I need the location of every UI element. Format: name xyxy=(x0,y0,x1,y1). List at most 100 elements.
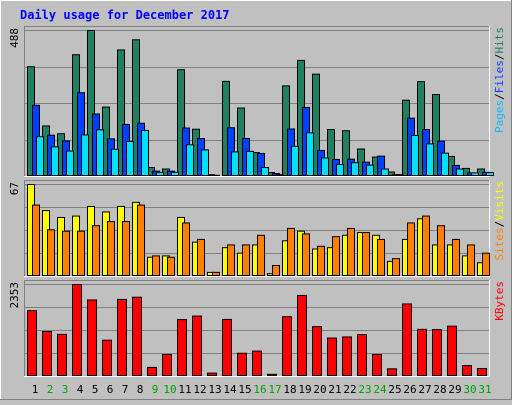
x-label-2: 2 xyxy=(47,383,54,396)
bar-sites-29 xyxy=(453,239,460,275)
bar-sites-8 xyxy=(138,205,145,275)
bar-kbytes-17 xyxy=(268,374,277,375)
bar-sites-27 xyxy=(423,216,430,275)
bar-pages-10 xyxy=(172,172,179,175)
bar-pages-9 xyxy=(157,172,164,175)
x-label-6: 6 xyxy=(107,383,114,396)
bar-sites-11 xyxy=(183,223,190,276)
chart-title: Daily usage for December 2017 xyxy=(20,8,230,22)
bar-pages-30 xyxy=(472,173,479,176)
x-label-24: 24 xyxy=(373,383,387,396)
panel-top-legend: Pages/Files/Hits xyxy=(493,27,506,133)
legend-part-1: / xyxy=(493,221,506,228)
bar-sites-20 xyxy=(318,246,325,275)
legend-part-4: Hits xyxy=(493,27,506,54)
bar-sites-18 xyxy=(288,228,295,275)
bar-kbytes-27 xyxy=(418,329,427,375)
bar-sites-30 xyxy=(468,245,475,276)
bar-pages-17 xyxy=(277,175,284,176)
bar-pages-21 xyxy=(337,165,344,176)
bar-pages-1 xyxy=(37,137,44,176)
bar-pages-22 xyxy=(352,163,359,176)
panel-top-ymax-label: 488 xyxy=(8,28,21,48)
bar-pages-29 xyxy=(457,169,464,175)
x-label-1: 1 xyxy=(32,383,39,396)
bar-kbytes-6 xyxy=(103,340,112,375)
bar-sites-13 xyxy=(213,272,220,275)
bar-sites-26 xyxy=(408,223,415,276)
bar-kbytes-1 xyxy=(28,311,37,376)
x-label-29: 29 xyxy=(448,383,461,396)
bar-kbytes-5 xyxy=(88,300,97,376)
bar-pages-4 xyxy=(82,135,89,176)
bar-pages-6 xyxy=(112,149,119,175)
panel-bottom-legend: KBytes xyxy=(493,281,506,321)
bar-pages-15 xyxy=(247,151,254,175)
x-label-31: 31 xyxy=(478,383,491,396)
x-label-30: 30 xyxy=(463,383,476,396)
bar-pages-16 xyxy=(262,168,269,176)
x-label-26: 26 xyxy=(403,383,416,396)
bar-sites-21 xyxy=(333,237,340,276)
bar-kbytes-28 xyxy=(433,330,442,376)
bar-pages-27 xyxy=(427,144,434,176)
bar-sites-10 xyxy=(168,257,175,275)
x-label-27: 27 xyxy=(418,383,431,396)
bar-kbytes-12 xyxy=(193,316,202,375)
bar-pages-2 xyxy=(52,147,59,176)
panel-top: 488 Pages/Files/Hits xyxy=(8,26,506,177)
bar-sites-31 xyxy=(483,253,490,275)
legend-part-2: Files xyxy=(493,60,506,93)
bar-kbytes-10 xyxy=(163,355,172,376)
bar-pages-28 xyxy=(442,153,449,175)
bar-kbytes-21 xyxy=(328,338,337,375)
bar-kbytes-7 xyxy=(118,299,127,375)
x-label-21: 21 xyxy=(328,383,341,396)
bar-pages-25 xyxy=(397,175,404,176)
bar-kbytes-19 xyxy=(298,295,307,375)
x-label-15: 15 xyxy=(238,383,251,396)
bar-pages-24 xyxy=(382,169,389,175)
x-label-7: 7 xyxy=(122,383,129,396)
bar-sites-3 xyxy=(63,231,70,275)
bar-sites-16 xyxy=(258,235,265,275)
bar-kbytes-16 xyxy=(253,351,262,375)
x-label-8: 8 xyxy=(137,383,144,396)
bar-kbytes-24 xyxy=(373,355,382,376)
bar-kbytes-23 xyxy=(358,335,367,376)
legend-part-0: KBytes xyxy=(493,281,506,321)
bar-sites-15 xyxy=(243,245,250,276)
x-label-9: 9 xyxy=(152,383,159,396)
x-label-11: 11 xyxy=(178,383,191,396)
bar-kbytes-15 xyxy=(238,353,247,375)
legend-part-0: Sites xyxy=(493,227,506,260)
bar-pages-20 xyxy=(322,158,329,176)
bar-sites-4 xyxy=(78,231,85,275)
bar-pages-31 xyxy=(487,173,494,176)
bar-pages-26 xyxy=(412,136,419,176)
bar-pages-14 xyxy=(232,152,239,176)
bar-pages-19 xyxy=(307,133,314,176)
x-label-4: 4 xyxy=(77,383,84,396)
bar-sites-19 xyxy=(303,234,310,276)
bar-sites-25 xyxy=(393,259,400,276)
bar-pages-11 xyxy=(187,145,194,176)
x-label-25: 25 xyxy=(388,383,401,396)
bar-kbytes-3 xyxy=(58,334,67,375)
bar-kbytes-25 xyxy=(388,369,397,376)
x-label-17: 17 xyxy=(268,383,281,396)
bar-kbytes-22 xyxy=(343,337,352,376)
bar-sites-22 xyxy=(348,228,355,275)
bar-pages-18 xyxy=(292,146,299,175)
x-label-13: 13 xyxy=(208,383,221,396)
legend-part-2: Visits xyxy=(493,181,506,221)
x-label-23: 23 xyxy=(358,383,371,396)
legend-part-0: Pages xyxy=(493,100,506,133)
bar-kbytes-11 xyxy=(178,320,187,376)
bar-sites-1 xyxy=(33,205,40,275)
x-label-19: 19 xyxy=(298,383,311,396)
